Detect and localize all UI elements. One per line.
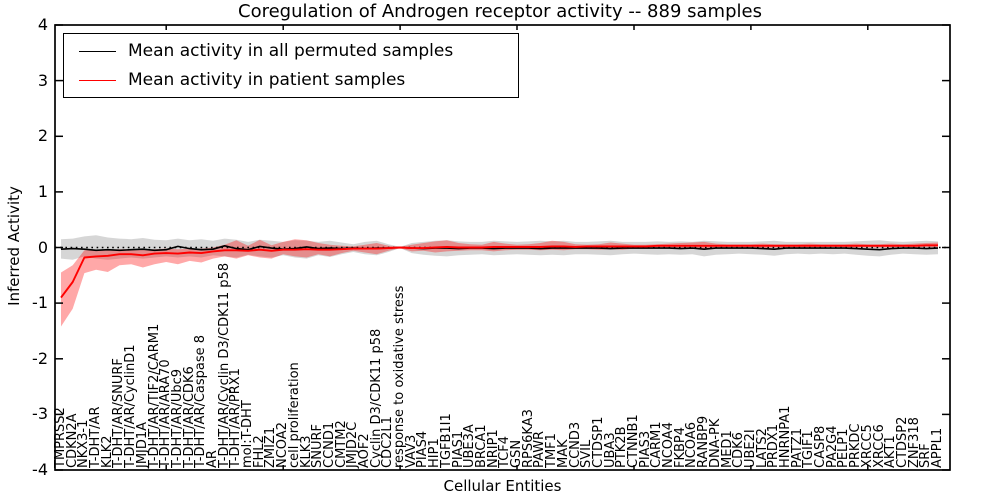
chart-title: Coregulation of Androgen receptor activi… (238, 1, 762, 22)
line-permuted (60, 245, 939, 252)
legend-line-black-icon (79, 50, 116, 52)
x-category-label: T-DHT/AR/Caspase 8 (193, 334, 209, 468)
y-tick-label: -1 (32, 293, 48, 313)
line-patient (60, 244, 938, 299)
legend-label-permuted: Mean activity in all permuted samples (128, 41, 454, 61)
y-tick-label: -2 (32, 348, 48, 368)
y-tick-label: 2 (37, 126, 48, 146)
y-tick-label: 0 (37, 237, 48, 257)
legend: Mean activity in all permuted samples Me… (63, 33, 519, 98)
y-tick-label: 3 (37, 70, 48, 90)
legend-label-patient: Mean activity in patient samples (128, 70, 406, 90)
x-axis-title: Cellular Entities (443, 477, 562, 495)
legend-item-patient: Mean activity in patient samples (64, 69, 518, 91)
legend-line-red-icon (79, 79, 116, 81)
x-category-label: APPL1 (930, 427, 945, 468)
y-tick-label: 4 (37, 15, 48, 34)
legend-item-permuted: Mean activity in all permuted samples (64, 40, 518, 62)
y-axis-title: Inferred Activity (5, 186, 23, 306)
y-tick-label: -3 (32, 404, 48, 424)
y-tick-label: 1 (37, 181, 48, 201)
y-tick-label: -4 (32, 460, 48, 479)
